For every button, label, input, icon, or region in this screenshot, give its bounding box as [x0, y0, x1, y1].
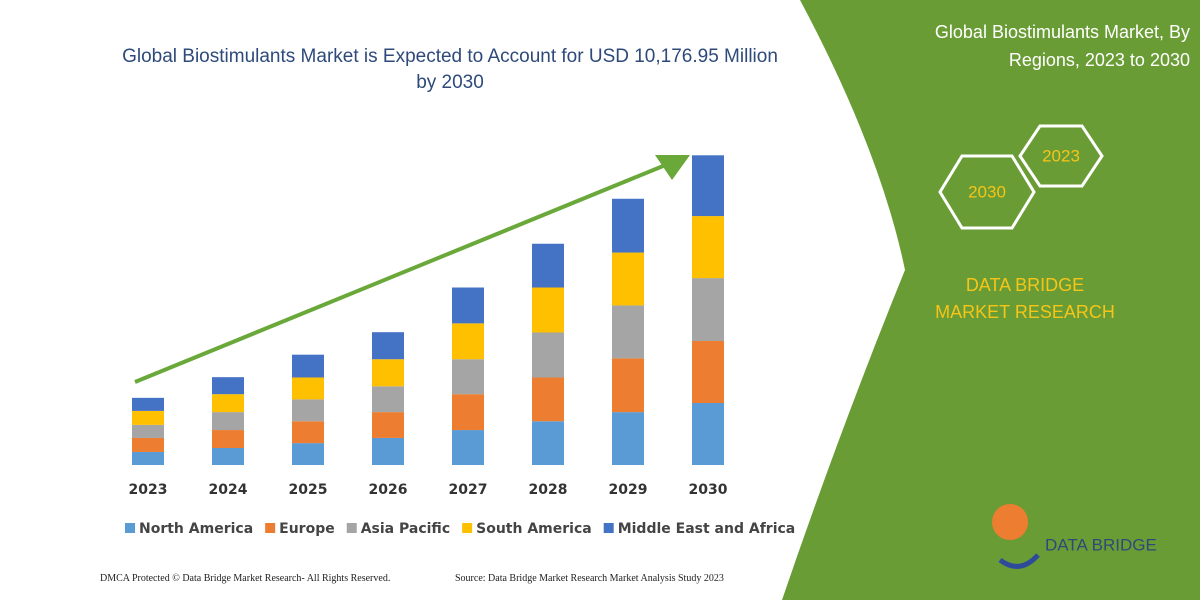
- bar-segment: [692, 341, 724, 403]
- x-tick-label: 2029: [609, 482, 648, 498]
- bar-segment: [612, 358, 644, 413]
- side-panel-bg: [782, 0, 1200, 600]
- legend-label: Middle East and Africa: [618, 521, 796, 537]
- bar-segment: [132, 451, 164, 465]
- trend-arrow: [134, 162, 669, 384]
- bar-segment: [212, 412, 244, 431]
- panel-title: Global Biostimulants Market, By Regions,…: [934, 22, 1190, 70]
- bar-segment: [612, 305, 644, 359]
- bar-segment: [292, 377, 324, 400]
- hexagon: [1018, 124, 1104, 188]
- bar-segment: [452, 430, 484, 465]
- logo-icon: [992, 504, 1029, 540]
- legend-swatch: [462, 523, 473, 533]
- logo-icon: [998, 553, 1040, 569]
- bar-segment: [452, 287, 484, 324]
- x-tick-label: 2026: [369, 482, 408, 498]
- legend-label: North America: [139, 521, 253, 537]
- bar-segment: [612, 198, 644, 253]
- bar-segment: [372, 332, 404, 360]
- bar-segment: [372, 359, 404, 387]
- hexagon: [938, 154, 1036, 230]
- bar-segment: [292, 421, 324, 444]
- legend-label: Europe: [279, 521, 335, 537]
- bar-segment: [212, 447, 244, 465]
- bar-segment: [132, 437, 164, 452]
- bar-segment: [452, 359, 484, 395]
- bar-segment: [532, 377, 564, 422]
- hexagon-label: 2030: [968, 182, 1006, 201]
- legend-label: South America: [476, 521, 592, 537]
- chart-title: Global Biostimulants Market is Expected …: [122, 46, 778, 93]
- bar-segment: [532, 243, 564, 288]
- footer-right: Source: Data Bridge Market Research Mark…: [455, 573, 724, 584]
- bar-segment: [132, 397, 164, 411]
- bar-segment: [212, 430, 244, 448]
- hexagon-label: 2023: [1042, 146, 1080, 165]
- x-tick-label: 2028: [529, 482, 568, 498]
- bar-segment: [132, 424, 164, 438]
- bar-segment: [212, 377, 244, 395]
- bar-segment: [292, 399, 324, 422]
- x-tick-label: 2030: [689, 482, 728, 498]
- legend-label: Asia Pacific: [361, 521, 450, 537]
- bar-segment: [532, 421, 564, 465]
- trend-arrow-head: [655, 155, 690, 180]
- footer-left: DMCA Protected © Data Bridge Market Rese…: [100, 573, 391, 584]
- bar-segment: [452, 394, 484, 431]
- legend-swatch: [125, 523, 135, 533]
- bar-segment: [292, 354, 324, 378]
- logo-text: DATA BRIDGE: [1045, 535, 1157, 554]
- legend-swatch: [265, 523, 276, 533]
- bar-segment: [212, 394, 244, 413]
- legend-swatch: [603, 523, 614, 533]
- bar-segment: [692, 278, 724, 341]
- bar-segment: [612, 412, 644, 465]
- x-tick-label: 2024: [209, 482, 248, 498]
- bar-segment: [692, 216, 724, 279]
- x-tick-label: 2023: [129, 482, 168, 498]
- bar-segment: [372, 412, 404, 438]
- bar-segment: [692, 155, 724, 217]
- bar-segment: [532, 332, 564, 378]
- bar-segment: [532, 287, 564, 333]
- x-tick-label: 2027: [449, 482, 488, 498]
- brand: DATA BRIDGE MARKET RESEARCH: [935, 275, 1115, 322]
- x-tick-label: 2025: [289, 482, 328, 498]
- legend-swatch: [346, 523, 357, 533]
- bar-segment: [612, 252, 644, 306]
- bar-segment: [452, 323, 484, 360]
- bar-segment: [372, 437, 404, 465]
- bar-segment: [132, 410, 164, 425]
- bar-segment: [372, 386, 404, 413]
- bar-segment: [292, 443, 324, 465]
- bar-segment: [692, 403, 724, 465]
